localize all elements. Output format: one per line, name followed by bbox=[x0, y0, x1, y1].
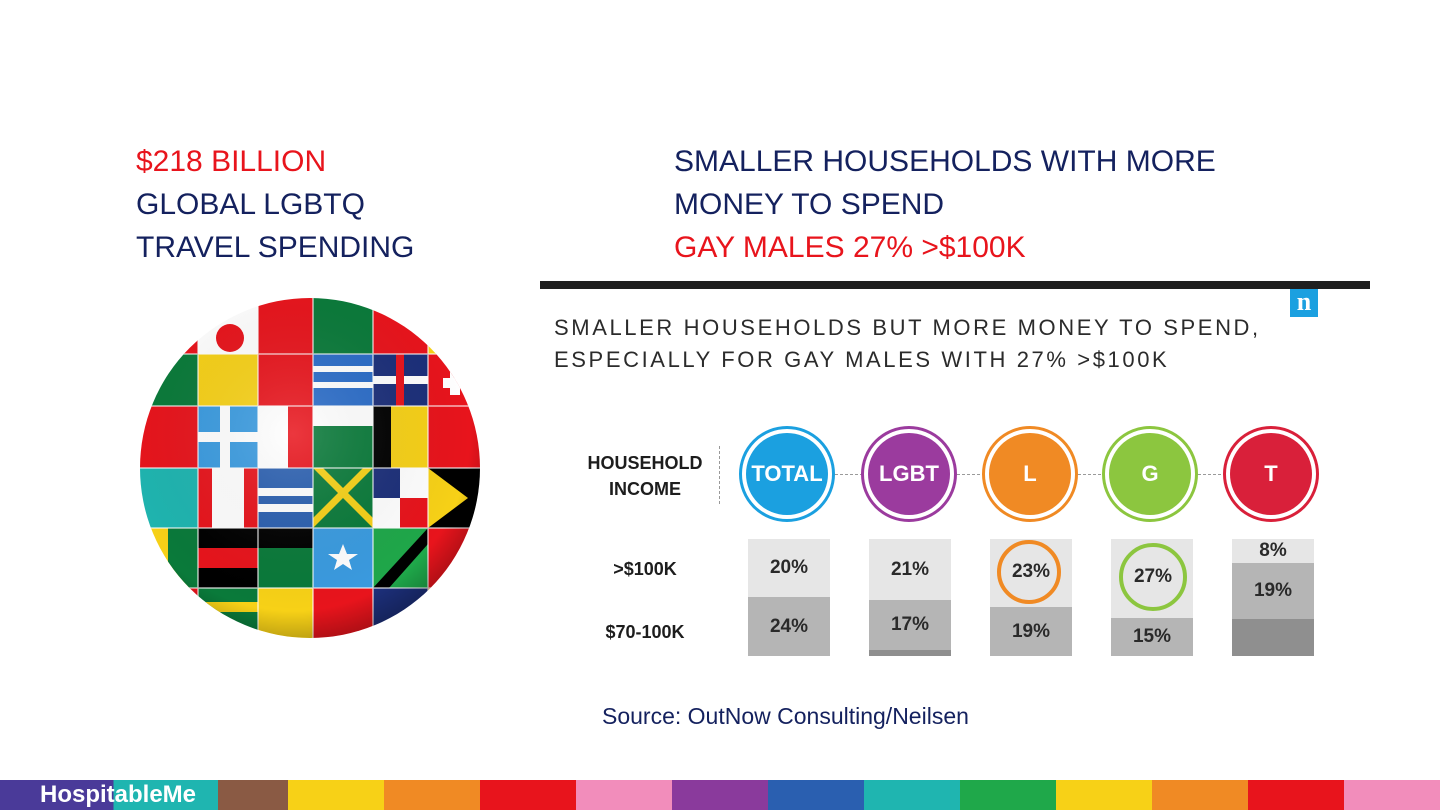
rainbow-stripe bbox=[0, 780, 1440, 810]
stripe-segment bbox=[288, 780, 384, 810]
headline-global-spending: $218 BILLION GLOBAL LGBTQ TRAVEL SPENDIN… bbox=[136, 140, 414, 269]
infographic-title-line-2: ESPECIALLY FOR GAY MALES WITH 27% >$100K bbox=[554, 347, 1170, 372]
brand-logo: HospitableMe bbox=[0, 780, 218, 810]
group-circle-trans: T bbox=[1223, 426, 1319, 522]
stripe-segment bbox=[480, 780, 576, 810]
group-circle-lgbt: LGBT bbox=[861, 426, 957, 522]
infographic-title: SMALLER HOUSEHOLDS BUT MORE MONEY TO SPE… bbox=[554, 312, 1261, 376]
group-label-total: TOTAL bbox=[746, 433, 828, 515]
connector-line bbox=[1078, 474, 1106, 475]
label-separator bbox=[719, 446, 720, 504]
stripe-segment bbox=[1248, 780, 1344, 810]
infographic-title-line-1: SMALLER HOUSEHOLDS BUT MORE MONEY TO SPE… bbox=[554, 315, 1261, 340]
group-circle-lesbian: L bbox=[982, 426, 1078, 522]
segment-70-100k: 24% bbox=[748, 597, 830, 656]
income-column-gay: 27% 15% bbox=[1111, 539, 1193, 656]
headline-right-line-3: GAY MALES 27% >$100K bbox=[674, 231, 1026, 264]
headline-line-2: GLOBAL LGBTQ bbox=[136, 188, 365, 221]
highlight-ring bbox=[997, 540, 1061, 604]
stripe-segment bbox=[384, 780, 480, 810]
income-column-lesbian: 23% 19% bbox=[990, 539, 1072, 656]
connector-line bbox=[1198, 474, 1226, 475]
stripe-segment bbox=[1344, 780, 1440, 810]
stripe-segment bbox=[1152, 780, 1248, 810]
connector-line bbox=[835, 474, 863, 475]
income-column-total: 20% 24% bbox=[748, 539, 830, 656]
headline-right-line-1: SMALLER HOUSEHOLDS WITH MORE bbox=[674, 145, 1216, 178]
headline-amount: $218 BILLION bbox=[136, 145, 327, 178]
segment-over-100k: 20% bbox=[748, 539, 830, 597]
group-label-gay: G bbox=[1109, 433, 1191, 515]
headline-right-line-2: MONEY TO SPEND bbox=[674, 188, 945, 221]
stripe-segment bbox=[672, 780, 768, 810]
highlight-value: 27% bbox=[1133, 566, 1173, 587]
group-label-lgbt: LGBT bbox=[868, 433, 950, 515]
row-label-over-100k: >$100K bbox=[613, 559, 677, 579]
stripe-segment bbox=[1056, 780, 1152, 810]
nielsen-logo: n bbox=[1290, 289, 1318, 317]
income-column-trans: 8% 19% bbox=[1232, 539, 1314, 656]
divider-bar bbox=[540, 281, 1370, 289]
income-column-lgbt: 21% 17% bbox=[869, 539, 951, 656]
group-circle-total: TOTAL bbox=[739, 426, 835, 522]
stripe-segment bbox=[768, 780, 864, 810]
stripe-segment bbox=[864, 780, 960, 810]
segment-70-100k: 15% bbox=[1111, 618, 1193, 656]
household-income-label: HOUSEHOLD INCOME bbox=[570, 450, 720, 502]
group-circle-gay: G bbox=[1102, 426, 1198, 522]
segment-70-100k: 17% bbox=[869, 600, 951, 650]
group-label-trans: T bbox=[1230, 433, 1312, 515]
row-label-70-100k: $70-100K bbox=[605, 622, 685, 642]
stripe-segment bbox=[576, 780, 672, 810]
segment-over-100k: 8% bbox=[1232, 539, 1314, 563]
headline-line-3: TRAVEL SPENDING bbox=[136, 231, 415, 264]
connector-line bbox=[957, 474, 985, 475]
headline-households: SMALLER HOUSEHOLDS WITH MORE MONEY TO SP… bbox=[674, 140, 1216, 269]
segment-lower bbox=[1232, 619, 1314, 656]
highlight-value: 23% bbox=[1011, 561, 1051, 582]
group-label-lesbian: L bbox=[989, 433, 1071, 515]
flag-globe-image bbox=[140, 298, 480, 638]
highlight-ring bbox=[1119, 543, 1187, 611]
segment-over-100k: 21% bbox=[869, 539, 951, 600]
stripe-segment bbox=[960, 780, 1056, 810]
household-label-line-2: INCOME bbox=[609, 479, 681, 499]
household-label-line-1: HOUSEHOLD bbox=[587, 453, 703, 473]
segment-lower bbox=[869, 650, 951, 656]
segment-70-100k: 19% bbox=[990, 607, 1072, 656]
source-citation: Source: OutNow Consulting/Neilsen bbox=[602, 703, 969, 729]
segment-70-100k: 19% bbox=[1232, 563, 1314, 619]
